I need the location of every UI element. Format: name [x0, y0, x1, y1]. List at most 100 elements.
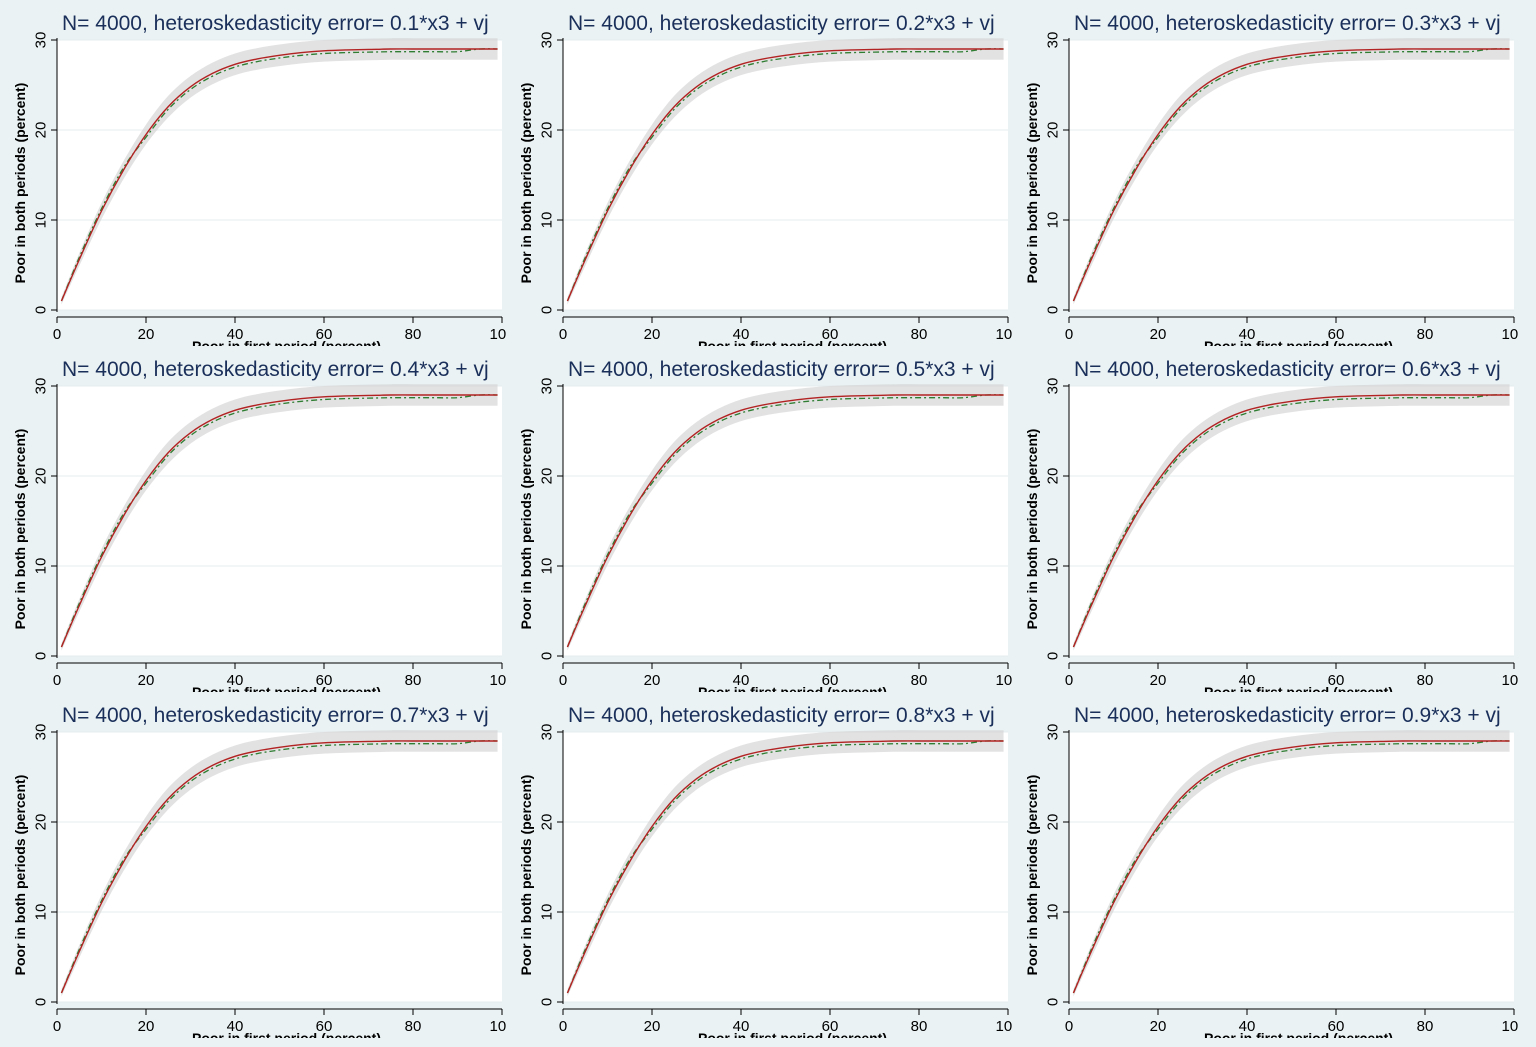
chart-panel-7: 0 10 20 30 0 20 40 60 80 100 Poor in first period …	[12, 704, 506, 1038]
x-axis-title: Poor in first period (percent)	[698, 684, 887, 692]
x-tick-label-60: 60	[316, 672, 333, 689]
y-tick-label-0: 0	[33, 652, 50, 660]
x-tick-label-40: 40	[733, 326, 750, 343]
x-tick-label-20: 20	[644, 326, 661, 343]
y-tick-label-0: 0	[539, 306, 556, 314]
x-tick-label-20: 20	[1150, 326, 1167, 343]
y-axis-title: Poor in both periods (percent)	[518, 429, 534, 630]
x-tick-label-40: 40	[227, 326, 244, 343]
x-tick-label-0: 0	[53, 326, 61, 343]
x-tick-label-100: 100	[489, 326, 506, 343]
chart-title: N= 4000, heteroskedasticity error= 0.4*x…	[62, 358, 489, 381]
x-tick-label-40: 40	[733, 1018, 750, 1035]
x-tick-label-20: 20	[644, 1018, 661, 1035]
series-line-solid	[1072, 48, 1510, 302]
x-axis-title: Poor in first period (percent)	[192, 684, 381, 692]
chart-panel-6: 0 10 20 30 0 20 40 60 80 100 Poor in first period …	[1024, 358, 1518, 692]
y-tick-label-30: 30	[539, 378, 556, 395]
x-tick-label-100: 100	[489, 672, 506, 689]
chart-title: N= 4000, heteroskedasticity error= 0.7*x…	[62, 704, 489, 727]
y-tick-label-10: 10	[539, 212, 556, 229]
plot-area	[57, 40, 502, 310]
x-tick-label-80: 80	[911, 326, 928, 343]
series-line-solid	[1072, 740, 1510, 994]
y-tick-label-20: 20	[539, 468, 556, 485]
x-tick-label-100: 100	[995, 326, 1012, 343]
x-tick-label-40: 40	[733, 672, 750, 689]
series-line-solid	[60, 740, 498, 994]
y-tick-label-30: 30	[33, 724, 50, 741]
series-line-solid	[60, 48, 498, 302]
chart-panel-9: 0 10 20 30 0 20 40 60 80 100 Poor in first period …	[1024, 704, 1518, 1038]
chart-panel-5: 0 10 20 30 0 20 40 60 80 100 Poor in first period …	[518, 358, 1012, 692]
y-tick-label-0: 0	[33, 306, 50, 314]
x-tick-label-40: 40	[227, 672, 244, 689]
x-tick-label-40: 40	[1239, 672, 1256, 689]
y-tick-label-20: 20	[1045, 814, 1062, 831]
x-tick-label-0: 0	[559, 326, 567, 343]
chart-panel-4: 0 10 20 30 0 20 40 60 80 100 Poor in first period …	[12, 358, 506, 692]
x-tick-label-40: 40	[1239, 326, 1256, 343]
y-tick-label-30: 30	[33, 378, 50, 395]
x-tick-label-60: 60	[822, 326, 839, 343]
plot-area	[57, 732, 502, 1002]
chart-panel-8: 0 10 20 30 0 20 40 60 80 100 Poor in first period …	[518, 704, 1012, 1038]
x-tick-label-100: 100	[1501, 1018, 1518, 1035]
y-tick-label-0: 0	[1045, 998, 1062, 1006]
y-axis-title: Poor in both periods (percent)	[1024, 775, 1040, 976]
x-tick-label-60: 60	[822, 672, 839, 689]
series-line-solid	[566, 48, 1004, 302]
x-tick-label-0: 0	[559, 1018, 567, 1035]
y-tick-label-30: 30	[1045, 32, 1062, 49]
x-tick-label-0: 0	[559, 672, 567, 689]
x-tick-label-20: 20	[138, 1018, 155, 1035]
y-tick-label-20: 20	[539, 814, 556, 831]
y-tick-label-10: 10	[539, 904, 556, 921]
y-axis-title: Poor in both periods (percent)	[518, 83, 534, 284]
x-axis-title: Poor in first period (percent)	[698, 338, 887, 346]
x-tick-label-100: 100	[489, 1018, 506, 1035]
x-tick-label-100: 100	[1501, 326, 1518, 343]
x-tick-label-80: 80	[1417, 1018, 1434, 1035]
y-tick-label-20: 20	[33, 122, 50, 139]
x-tick-label-0: 0	[1065, 672, 1073, 689]
y-tick-label-10: 10	[33, 904, 50, 921]
chart-title: N= 4000, heteroskedasticity error= 0.2*x…	[568, 12, 995, 35]
x-tick-label-80: 80	[911, 1018, 928, 1035]
y-tick-label-0: 0	[539, 652, 556, 660]
y-tick-label-10: 10	[1045, 558, 1062, 575]
series-line-solid	[1072, 394, 1510, 648]
y-tick-label-30: 30	[33, 32, 50, 49]
x-tick-label-100: 100	[995, 672, 1012, 689]
x-tick-label-0: 0	[53, 1018, 61, 1035]
x-tick-label-80: 80	[405, 672, 422, 689]
y-tick-label-30: 30	[1045, 378, 1062, 395]
y-tick-label-0: 0	[1045, 306, 1062, 314]
x-tick-label-20: 20	[138, 672, 155, 689]
plot-area	[1069, 40, 1514, 310]
x-axis-title: Poor in first period (percent)	[1204, 1030, 1393, 1038]
x-axis-title: Poor in first period (percent)	[192, 338, 381, 346]
y-axis-title: Poor in both periods (percent)	[12, 83, 28, 284]
y-tick-label-10: 10	[1045, 904, 1062, 921]
y-tick-label-20: 20	[33, 814, 50, 831]
series-line-solid	[60, 394, 498, 648]
chart-title: N= 4000, heteroskedasticity error= 0.3*x…	[1074, 12, 1501, 35]
x-tick-label-100: 100	[1501, 672, 1518, 689]
x-tick-label-80: 80	[911, 672, 928, 689]
y-tick-label-10: 10	[33, 558, 50, 575]
chart-title: N= 4000, heteroskedasticity error= 0.5*x…	[568, 358, 995, 381]
x-tick-label-80: 80	[405, 1018, 422, 1035]
x-tick-label-20: 20	[1150, 1018, 1167, 1035]
y-tick-label-10: 10	[1045, 212, 1062, 229]
x-tick-label-80: 80	[1417, 672, 1434, 689]
x-tick-label-20: 20	[1150, 672, 1167, 689]
x-tick-label-40: 40	[1239, 1018, 1256, 1035]
plot-area	[563, 732, 1008, 1002]
y-tick-label-20: 20	[1045, 468, 1062, 485]
y-tick-label-20: 20	[539, 122, 556, 139]
x-tick-label-60: 60	[1328, 1018, 1345, 1035]
x-axis-title: Poor in first period (percent)	[698, 1030, 887, 1038]
chart-title: N= 4000, heteroskedasticity error= 0.9*x…	[1074, 704, 1501, 727]
x-tick-label-0: 0	[1065, 326, 1073, 343]
